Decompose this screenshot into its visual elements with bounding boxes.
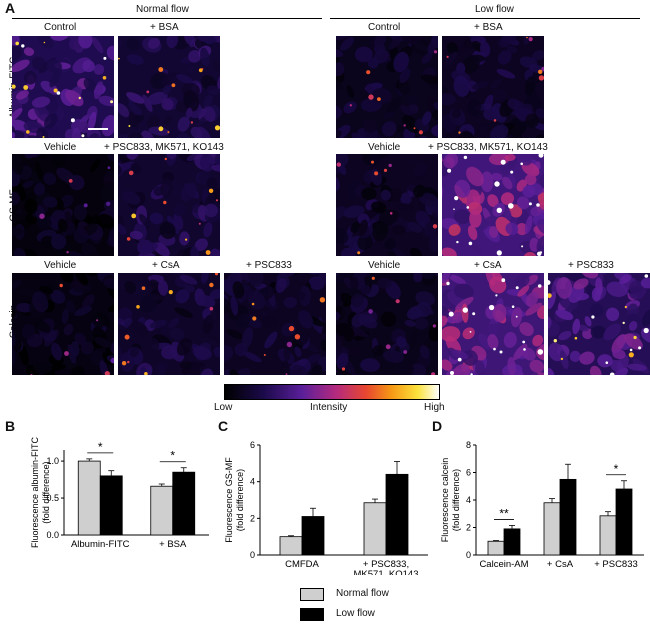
y-axis-label: (fold difference) [235, 469, 245, 531]
y-tick-label: 0.5 [46, 493, 59, 503]
bar-low-0 [99, 475, 123, 536]
micrograph-calcein-csa-normal [118, 273, 220, 375]
y-tick-label: 8 [466, 440, 471, 450]
y-axis-label: Fluorescence GS-MF [224, 457, 234, 543]
bar-normal-0 [279, 536, 303, 556]
y-axis-label: (fold difference) [41, 461, 51, 523]
micrograph-albumin-control-normal [12, 36, 114, 138]
label-vehicle-low-gsmf: Vehicle [368, 142, 401, 153]
bar-normal-1 [543, 502, 561, 556]
label-csa-normal: + CsA [152, 260, 180, 271]
panel-label-c: C [218, 418, 229, 434]
bar-low-2 [615, 488, 633, 556]
panel-label-a: A [5, 0, 16, 16]
intensity-colorbar [224, 384, 440, 400]
micrograph-calcein-psc833-normal [224, 273, 326, 375]
micrograph-gsmf-vehicle-low [336, 154, 438, 256]
x-tick-label: + PSC833, [363, 559, 409, 570]
micrograph-calcein-vehicle-low [336, 273, 438, 375]
micrograph-gsmf-vehicle-normal [12, 154, 114, 256]
label-psc833-low: + PSC833 [568, 260, 614, 271]
micrograph-calcein-vehicle-normal [12, 273, 114, 375]
bar-normal-0 [487, 540, 505, 556]
y-axis-label: Fluorescence albumin-FITC [30, 436, 40, 548]
label-vehicle-normal-gsmf: Vehicle [44, 142, 77, 153]
x-tick-label: + PSC833 [594, 559, 638, 570]
y-tick-label: 2 [466, 523, 471, 533]
chart-albumin-fitc: 0.0 0.5 1.0 Fluorescence albumin-FITC (fold … [30, 436, 209, 550]
bar-low-1 [385, 473, 409, 556]
normal-flow-rule [12, 18, 322, 19]
bar-normal-0 [77, 460, 101, 536]
low-flow-header: Low flow [475, 4, 514, 15]
low-flow-rule [330, 18, 640, 19]
y-tick-label: 0 [466, 550, 471, 560]
y-tick-label: 1.0 [46, 456, 59, 466]
y-tick-label: 4 [250, 477, 255, 487]
legend-label-low: Low flow [336, 608, 375, 619]
label-inhibitors-low: + PSC833, MK571, KO143 [428, 142, 548, 153]
y-tick-label: 6 [250, 440, 255, 450]
colorbar-low-label: Low [214, 402, 233, 413]
label-psc833-normal: + PSC833 [246, 260, 292, 271]
panel-label-d: D [432, 418, 443, 434]
panel-label-b: B [5, 418, 16, 434]
y-tick-label: 0 [250, 550, 255, 560]
y-tick-label: 4 [466, 495, 471, 505]
micrograph-gsmf-inhibitors-normal [118, 154, 220, 256]
legend-swatch-normal [300, 588, 324, 601]
label-vehicle-low-calcein: Vehicle [368, 260, 401, 271]
label-vehicle-normal-calcein: Vehicle [44, 260, 77, 271]
micrograph-albumin-bsa-low [442, 36, 544, 138]
x-tick-label: + BSA [159, 539, 187, 550]
label-csa-low: + CsA [474, 260, 502, 271]
significance-marker: * [170, 449, 175, 463]
colorbar-mid-label: Intensity [310, 402, 348, 413]
legend-label-normal: Normal flow [336, 588, 389, 599]
x-tick-label: Albumin-FITC [71, 539, 130, 550]
micrograph-albumin-bsa-normal [118, 36, 220, 138]
x-tick-label: CMFDA [285, 559, 319, 570]
legend-swatch-low [300, 608, 324, 621]
scale-bar [88, 128, 108, 130]
micrograph-calcein-psc833-low [548, 273, 650, 375]
micrograph-gsmf-inhibitors-low [442, 154, 544, 256]
label-control-normal: Control [44, 22, 77, 33]
bar-normal-1 [363, 502, 387, 556]
x-tick-label: MK571, KO143 [354, 569, 419, 575]
label-control-low: Control [368, 22, 401, 33]
x-tick-label: Calcein-AM [479, 559, 528, 570]
chart-gs-mf: 0 2 4 6 Fluorescence GS-MF (fold difference) C… [224, 440, 428, 575]
y-tick-label: 0.0 [46, 530, 59, 540]
x-tick-label: + CsA [547, 559, 574, 570]
bar-normal-1 [150, 485, 174, 536]
normal-flow-header: Normal flow [136, 4, 189, 15]
colorbar-high-label: High [424, 402, 445, 413]
label-inhibitors-normal: + PSC833, MK571, KO143 [104, 142, 224, 153]
chart-calcein: 0 2 4 6 8 Fluorescence calcein (fold differenc… [440, 440, 644, 570]
bar-low-1 [172, 471, 196, 536]
y-axis-label: (fold difference) [451, 469, 461, 531]
significance-marker: * [614, 462, 619, 476]
label-bsa-normal: + BSA [150, 22, 179, 33]
significance-marker: * [98, 440, 103, 454]
bar-low-0 [301, 516, 325, 556]
significance-marker: ** [499, 506, 509, 520]
micrograph-calcein-csa-low [442, 273, 544, 375]
micrograph-albumin-control-low [336, 36, 438, 138]
label-bsa-low: + BSA [474, 22, 503, 33]
y-tick-label: 2 [250, 513, 255, 523]
bar-normal-2 [599, 515, 617, 556]
bar-low-1 [559, 478, 577, 556]
y-tick-label: 6 [466, 468, 471, 478]
bar-low-0 [503, 528, 521, 556]
y-axis-label: Fluorescence calcein [440, 458, 450, 543]
